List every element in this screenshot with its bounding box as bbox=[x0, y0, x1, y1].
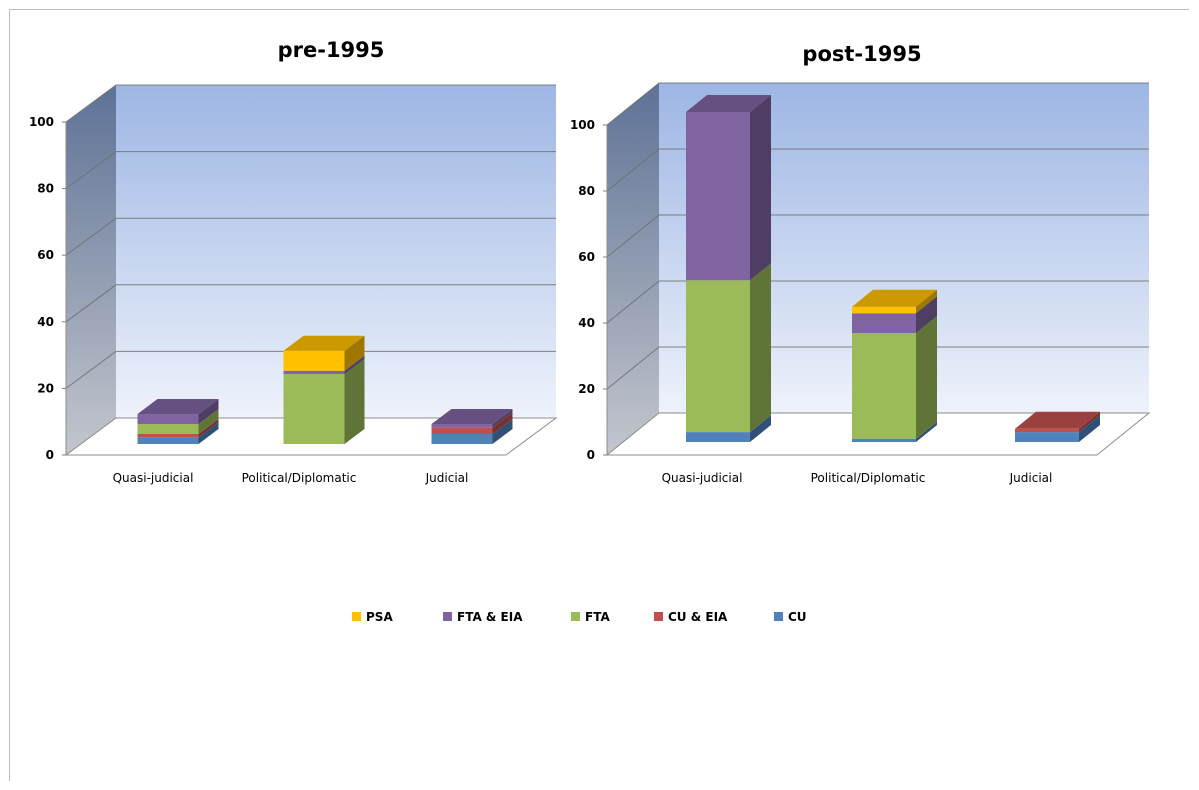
x-category-label: Judicial bbox=[1009, 471, 1053, 485]
bar-top-face bbox=[137, 399, 219, 415]
y-tick-label: 60 bbox=[578, 250, 595, 264]
y-tick-label: 100 bbox=[570, 118, 595, 132]
legend-label: PSA bbox=[366, 610, 393, 624]
y-tick-label: 80 bbox=[37, 182, 54, 196]
gridline bbox=[606, 148, 1149, 192]
bar-segment-side-cu-eia bbox=[492, 412, 513, 435]
bar-segment-side-fta bbox=[198, 409, 219, 435]
chart-legend: PSA FTA & EIA FTA CU & EIA CU bbox=[352, 610, 807, 624]
bar-stack-judicial bbox=[431, 409, 513, 444]
legend-label: FTA bbox=[585, 610, 610, 624]
chart-side-wall bbox=[607, 83, 659, 455]
y-tick-label: 0 bbox=[46, 448, 54, 462]
bar-segment-side-fta-eia bbox=[750, 95, 771, 281]
bar-stack-political-diplomatic bbox=[852, 289, 937, 442]
bar-segment-side-cu bbox=[916, 421, 937, 442]
bar-segment-side-fta-eia bbox=[344, 355, 365, 375]
bar-stack-quasi-judicial bbox=[137, 399, 219, 444]
bar-top-face bbox=[431, 409, 513, 425]
legend-label: FTA & EIA bbox=[457, 610, 523, 624]
x-category-label: Quasi-judicial bbox=[662, 471, 743, 485]
y-tick-label: 100 bbox=[29, 115, 54, 129]
gridline bbox=[606, 82, 1149, 126]
bar-segment-cu bbox=[431, 434, 493, 444]
legend-swatch-cu-eia bbox=[654, 612, 663, 621]
gridline bbox=[65, 84, 556, 123]
y-tick-label: 40 bbox=[37, 315, 54, 329]
bar-top-face bbox=[1015, 411, 1100, 429]
bar-segment-fta-eia bbox=[283, 370, 345, 375]
bar-segment-psa bbox=[283, 350, 345, 371]
bar-segment-fta-eia bbox=[137, 414, 199, 425]
bar-segment-fta bbox=[686, 280, 750, 433]
x-category-label: Political/Diplomatic bbox=[811, 471, 926, 485]
chart-side-wall bbox=[66, 85, 116, 455]
bar-segment-side-psa bbox=[344, 335, 365, 371]
bar-segment-side-psa bbox=[916, 289, 937, 314]
bar-segment-fta-eia bbox=[431, 424, 493, 428]
x-category-label: Quasi-judicial bbox=[113, 471, 194, 485]
bar-segment-fta bbox=[137, 424, 199, 435]
legend-swatch-psa bbox=[352, 612, 361, 621]
y-tick-label: 20 bbox=[578, 382, 595, 396]
bar-segment-side-cu-eia bbox=[1079, 411, 1100, 433]
bar-stack-quasi-judicial bbox=[686, 95, 771, 442]
legend-label: CU & EIA bbox=[668, 610, 728, 624]
bar-segment-cu-eia bbox=[431, 427, 493, 435]
bar-segment-side-cu bbox=[492, 419, 513, 444]
bar-segment-side-fta bbox=[750, 263, 771, 433]
gridline bbox=[65, 284, 556, 323]
gridline bbox=[606, 346, 1149, 390]
gridline bbox=[65, 350, 556, 389]
bar-stack-judicial bbox=[1015, 411, 1100, 442]
gridline bbox=[606, 280, 1149, 324]
bar-segment-cu bbox=[1015, 432, 1079, 442]
bar-segment-side-fta bbox=[916, 316, 937, 439]
bar-segment-side-cu bbox=[750, 415, 771, 442]
bar-segment-side-cu-eia bbox=[198, 419, 219, 438]
bar-top-face bbox=[852, 289, 937, 307]
y-tick-label: 60 bbox=[37, 248, 54, 262]
bar-segment-side-cu bbox=[1079, 415, 1100, 442]
bar-segment-cu-eia bbox=[137, 434, 199, 438]
y-tick-label: 20 bbox=[37, 381, 54, 395]
bar-segment-fta bbox=[852, 333, 916, 439]
bar-segment-side-fta-eia bbox=[916, 296, 937, 334]
gridline bbox=[65, 217, 556, 256]
bar-top-face bbox=[686, 95, 771, 112]
bar-stack-political-diplomatic bbox=[283, 335, 365, 444]
x-category-label: Political/Diplomatic bbox=[242, 471, 357, 485]
gridline bbox=[65, 151, 556, 190]
bar-segment-cu bbox=[686, 432, 750, 442]
bar-segment-fta bbox=[283, 374, 345, 444]
x-category-label: Judicial bbox=[425, 471, 469, 485]
bar-segment-cu-eia bbox=[1015, 428, 1079, 433]
bar-segment-side-fta-eia bbox=[492, 409, 513, 428]
chart-title: pre-1995 bbox=[278, 38, 385, 62]
y-tick-label: 40 bbox=[578, 316, 595, 330]
y-tick-label: 0 bbox=[587, 448, 595, 462]
bar-segment-side-fta-eia bbox=[198, 399, 219, 425]
bar-segment-cu bbox=[852, 438, 916, 442]
bar-segment-cu bbox=[137, 437, 199, 444]
bar-top-face bbox=[283, 335, 365, 351]
bar-segment-fta-eia bbox=[852, 313, 916, 334]
legend-swatch-cu bbox=[774, 612, 783, 621]
bar-segment-side-fta bbox=[344, 359, 365, 444]
bar-segment-fta-eia bbox=[686, 112, 750, 281]
legend-label: CU bbox=[788, 610, 807, 624]
bar-segment-side-cu bbox=[198, 422, 219, 444]
y-tick-label: 80 bbox=[578, 184, 595, 198]
chart-panel-pre-1995: pre-1995 0 20 40 60 80 100 Quasi-judicial Politi… bbox=[29, 38, 558, 485]
legend-swatch-fta bbox=[571, 612, 580, 621]
legend-swatch-fta-eia bbox=[443, 612, 452, 621]
chart-panel-post-1995: post-1995 0 20 40 60 80 100 Quasi-judicial Polit… bbox=[570, 42, 1151, 485]
chart-frame bbox=[9, 9, 1189, 781]
gridline bbox=[606, 214, 1149, 258]
chart-title: post-1995 bbox=[802, 42, 921, 66]
bar-segment-psa bbox=[852, 306, 916, 314]
